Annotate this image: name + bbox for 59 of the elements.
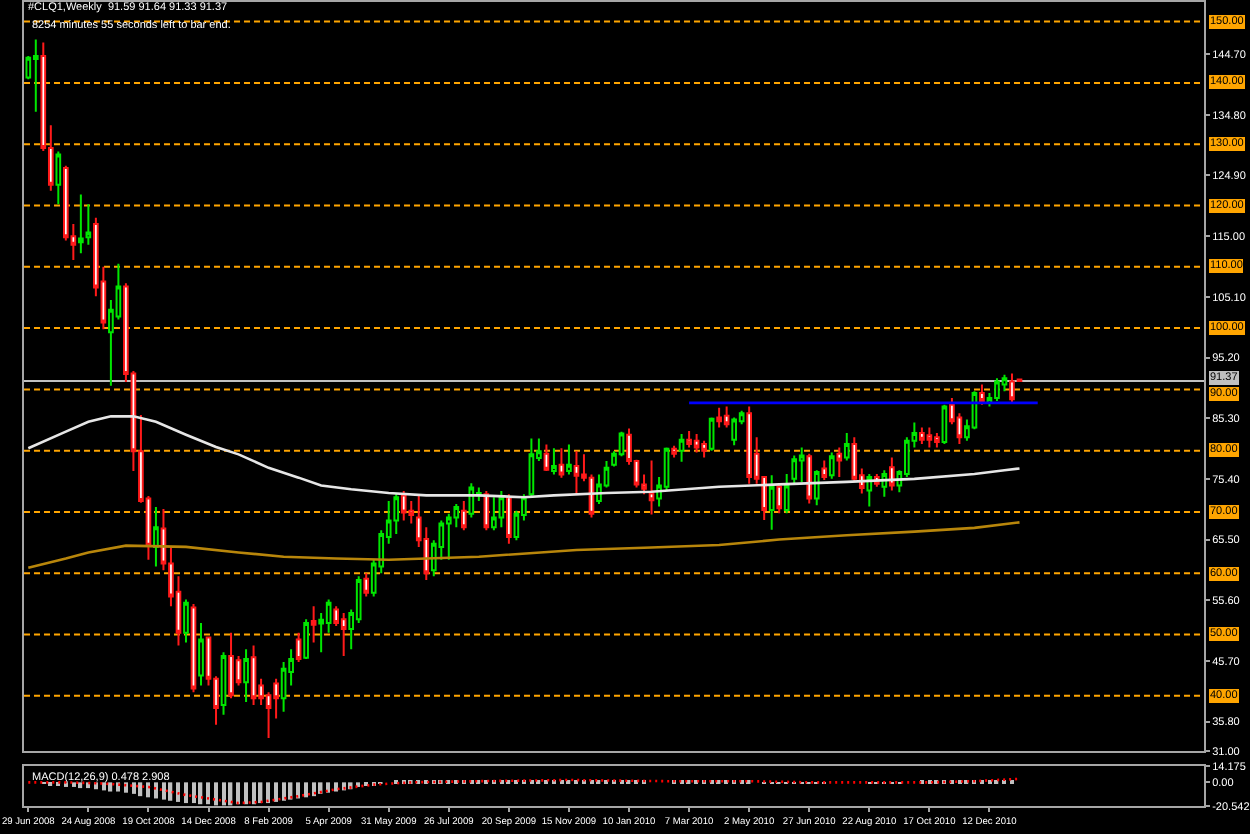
candlestick (671, 444, 677, 459)
candlestick (55, 150, 62, 206)
candlestick (32, 38, 39, 113)
candlestick (543, 443, 550, 472)
candlestick (843, 431, 850, 462)
candlestick (716, 406, 722, 429)
candlestick (340, 612, 347, 657)
candlestick (408, 499, 415, 525)
candlestick (776, 482, 783, 515)
candlestick (198, 621, 204, 687)
candlestick (693, 433, 700, 454)
line-series (27, 415, 1021, 499)
candlestick (153, 506, 159, 568)
candlestick (723, 405, 730, 429)
candlestick (648, 459, 655, 516)
candlestick (445, 512, 452, 561)
candlestick (731, 416, 737, 447)
candlestick (250, 644, 257, 707)
candlestick (220, 651, 227, 716)
candlestick (506, 493, 512, 545)
candlestick (468, 482, 475, 519)
candlestick (243, 648, 249, 703)
candlestick (573, 450, 580, 496)
candlestick (183, 598, 189, 644)
candlestick (934, 431, 940, 449)
candlestick (866, 472, 873, 508)
candlestick (1001, 373, 1008, 393)
candlestick (889, 456, 895, 492)
candlestick (393, 491, 400, 536)
line-series (27, 521, 1021, 570)
candlestick (491, 496, 497, 532)
candlestick (228, 631, 234, 700)
candlestick (686, 430, 692, 449)
candlestick (400, 490, 407, 522)
candlestick (821, 459, 828, 482)
candlestick (303, 618, 309, 661)
candlestick (768, 474, 775, 531)
candlestick (806, 452, 813, 505)
candlestick (528, 437, 535, 499)
candlestick (1009, 372, 1015, 405)
candlestick (994, 377, 1000, 403)
candlestick (78, 193, 84, 255)
candlestick (798, 446, 805, 483)
candlestick (295, 631, 302, 664)
candlestick (566, 443, 572, 476)
candlestick (979, 383, 985, 406)
candlestick (363, 572, 370, 598)
candlestick (828, 451, 835, 480)
candlestick (926, 426, 933, 449)
candlestick (558, 447, 565, 479)
candlestick (746, 405, 752, 485)
candlestick (678, 433, 685, 463)
candlestick (919, 426, 925, 445)
candlestick (460, 499, 467, 532)
candlestick (310, 605, 317, 644)
candlestick (551, 447, 557, 476)
candlestick (701, 439, 707, 459)
candlestick (836, 446, 843, 479)
candlestick (813, 469, 820, 507)
